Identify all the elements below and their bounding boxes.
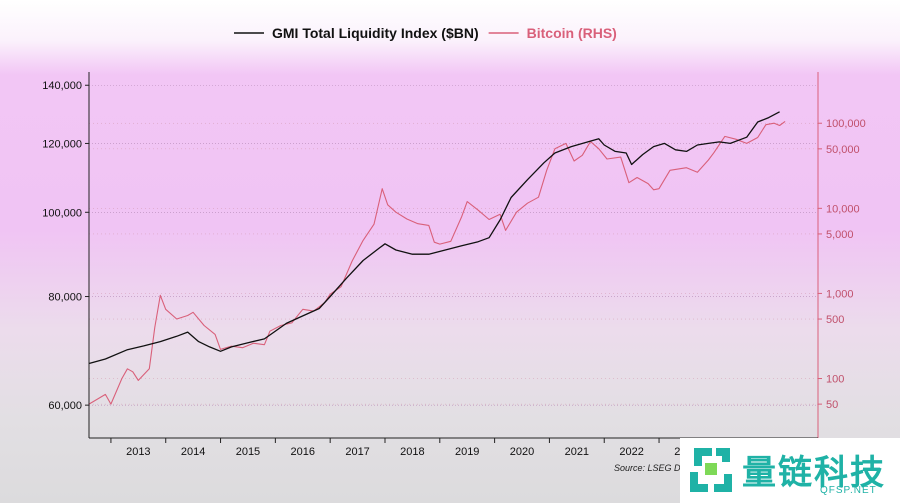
x-tick-label: 2017 bbox=[345, 446, 369, 458]
left-tick-label: 100,000 bbox=[42, 207, 82, 219]
right-tick-label: 10,000 bbox=[826, 203, 860, 215]
x-tick-label: 2019 bbox=[455, 446, 479, 458]
gmi-liquidity-line bbox=[88, 111, 780, 365]
watermark-logo: 量链科技 QFSP.NET bbox=[680, 438, 900, 503]
left-tick-label: 120,000 bbox=[42, 138, 82, 150]
watermark-text: 量链科技 bbox=[742, 453, 886, 493]
x-tick-label: 2022 bbox=[619, 446, 643, 458]
x-tick-label: 2020 bbox=[510, 446, 534, 458]
right-tick-label: 50,000 bbox=[826, 144, 860, 156]
gridlines bbox=[89, 84, 818, 406]
left-tick-label: 60,000 bbox=[48, 400, 82, 412]
x-tick-label: 2014 bbox=[181, 446, 205, 458]
watermark-subtext: QFSP.NET bbox=[820, 485, 877, 496]
x-tick-label: 2021 bbox=[565, 446, 589, 458]
left-tick-label: 140,000 bbox=[42, 80, 82, 92]
left-tick-label: 80,000 bbox=[48, 292, 82, 304]
x-tick-label: 2016 bbox=[291, 446, 315, 458]
series-group bbox=[88, 111, 786, 405]
x-tick-label: 2015 bbox=[236, 446, 260, 458]
logo-icon bbox=[690, 448, 732, 492]
legend-label-0: GMI Total Liquidity Index ($BN) bbox=[272, 25, 479, 41]
x-tick-label: 2013 bbox=[126, 446, 150, 458]
right-tick-label: 1,000 bbox=[826, 288, 854, 300]
right-tick-label: 100,000 bbox=[826, 118, 866, 130]
axes: 60,000 80,000 100,000 120,000 140,000 50 100 50… bbox=[42, 72, 866, 458]
right-tick-label: 100 bbox=[826, 374, 844, 386]
bitcoin-line bbox=[88, 120, 786, 405]
source-annotation: Source: LSEG D bbox=[614, 463, 681, 473]
x-tick-label: 2018 bbox=[400, 446, 424, 458]
right-tick-label: 5,000 bbox=[826, 229, 854, 241]
right-tick-label: 50 bbox=[826, 399, 838, 411]
legend-label-1: Bitcoin (RHS) bbox=[527, 25, 617, 41]
legend: GMI Total Liquidity Index ($BN) Bitcoin (… bbox=[234, 25, 617, 41]
right-tick-label: 500 bbox=[826, 314, 844, 326]
